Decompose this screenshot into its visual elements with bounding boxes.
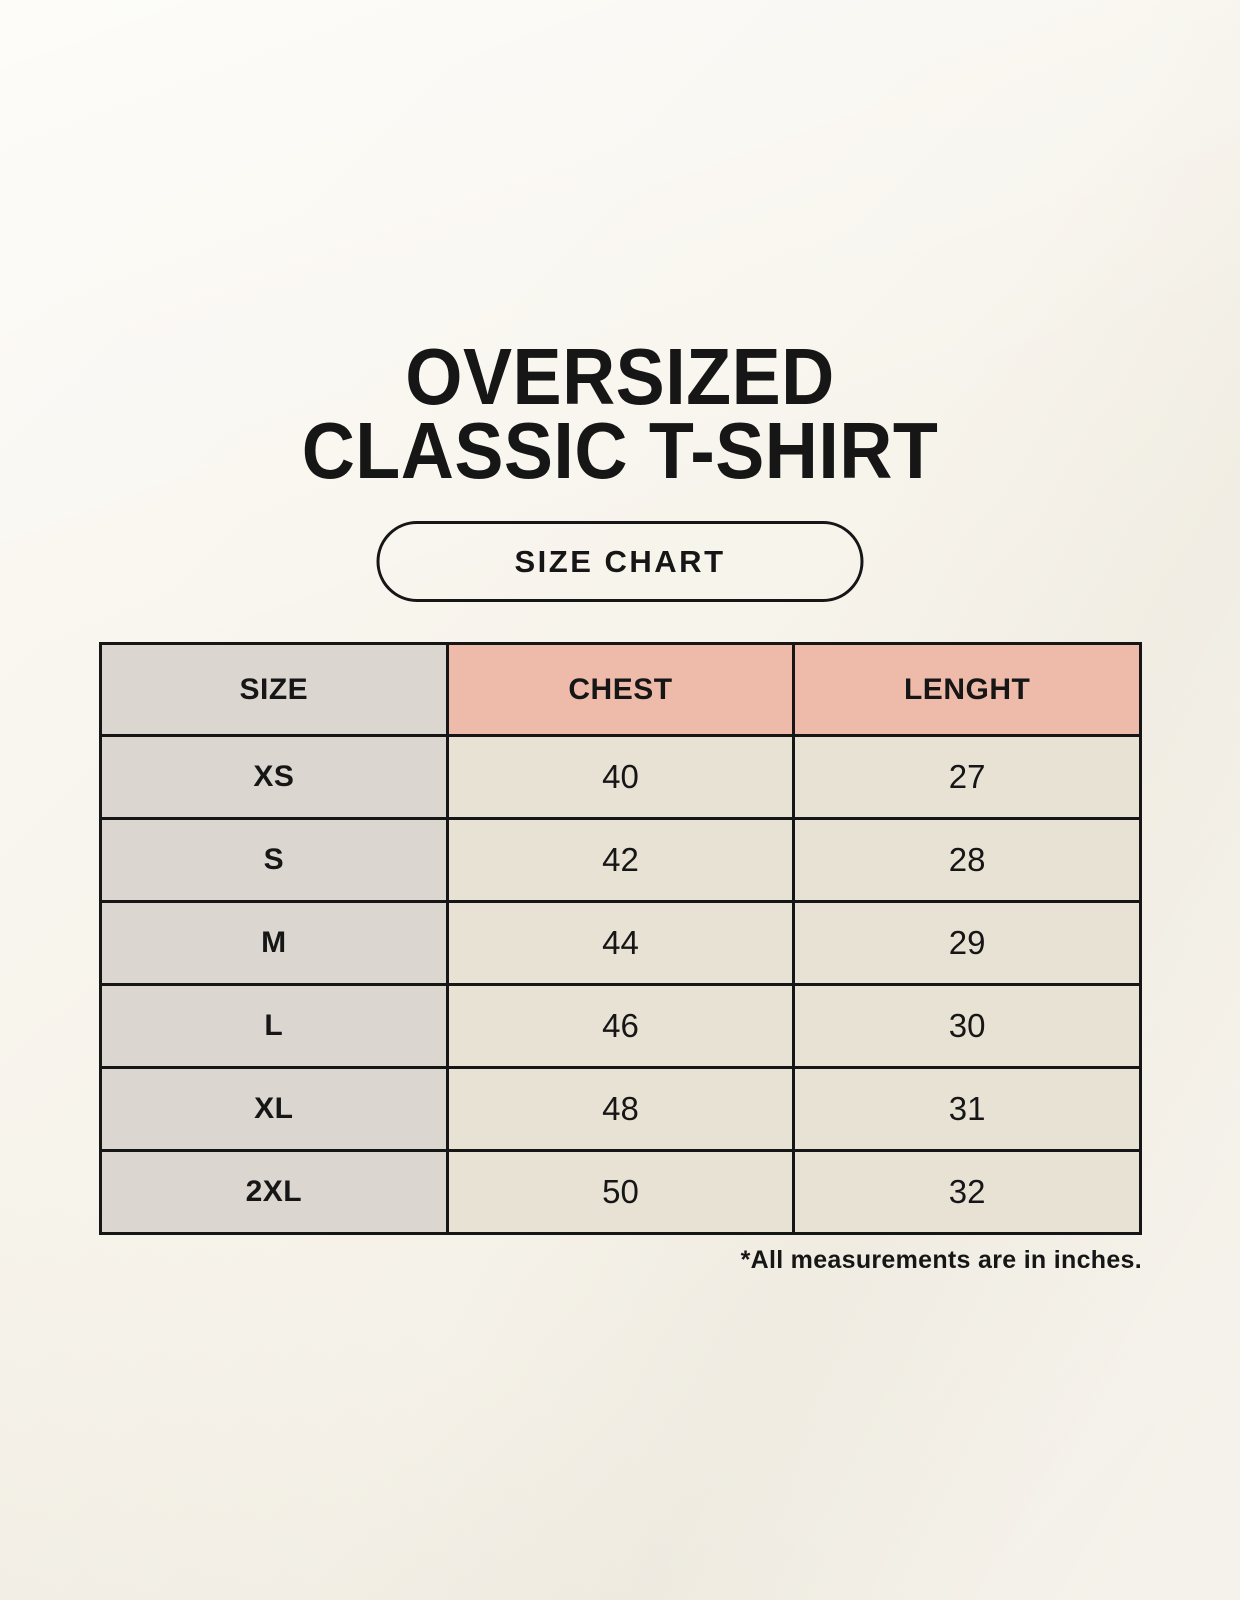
title-line-2: CLASSIC T-SHIRT (301, 406, 939, 495)
chest-cell: 50 (445, 1149, 796, 1235)
table-row: M 44 29 (99, 900, 1142, 986)
length-cell: 27 (792, 734, 1142, 820)
table-row: S 42 28 (99, 817, 1142, 903)
page-title: OVERSIZED CLASSIC T-SHIRT (50, 332, 1191, 495)
length-cell: 30 (792, 983, 1142, 1069)
table-row: L 46 30 (99, 983, 1142, 1069)
size-chart-badge-label: SIZE CHART (514, 543, 726, 579)
size-cell: S (99, 817, 449, 903)
table-header-row: SIZE CHEST LENGHT (99, 642, 1142, 737)
size-chart-badge: SIZE CHART (376, 521, 864, 602)
size-table: SIZE CHEST LENGHT XS 40 27 S 42 28 M 44 … (99, 642, 1142, 1235)
header-cell-chest: CHEST (445, 642, 796, 737)
size-cell: XL (99, 1066, 449, 1152)
table-row: 2XL 50 32 (99, 1149, 1142, 1235)
chest-cell: 44 (445, 900, 796, 986)
chest-cell: 46 (445, 983, 796, 1069)
chest-cell: 48 (445, 1066, 796, 1152)
table-row: XL 48 31 (99, 1066, 1142, 1152)
table-row: XS 40 27 (99, 734, 1142, 820)
header-cell-size: SIZE (99, 642, 449, 737)
size-cell: M (99, 900, 449, 986)
length-cell: 32 (792, 1149, 1142, 1235)
length-cell: 29 (792, 900, 1142, 986)
size-cell: XS (99, 734, 449, 820)
chest-cell: 42 (445, 817, 796, 903)
chest-cell: 40 (445, 734, 796, 820)
title-line-1: OVERSIZED (405, 332, 835, 421)
size-cell: L (99, 983, 449, 1069)
size-cell: 2XL (99, 1149, 449, 1235)
header-cell-lenght: LENGHT (792, 642, 1142, 737)
measurements-note: *All measurements are in inches. (740, 1246, 1142, 1274)
length-cell: 28 (792, 817, 1142, 903)
length-cell: 31 (792, 1066, 1142, 1152)
